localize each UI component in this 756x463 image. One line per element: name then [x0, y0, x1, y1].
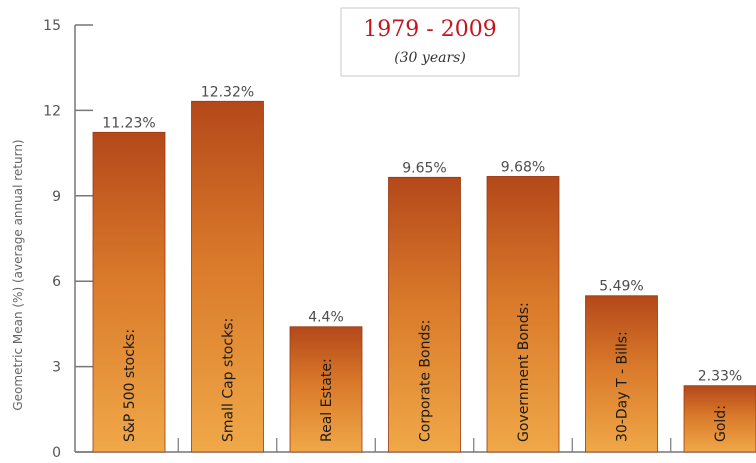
- bar-value-label: 4.4%: [308, 310, 344, 326]
- y-axis-ticks: 0 3 6 9 12 15: [43, 18, 93, 461]
- category-label: Gold:: [713, 405, 729, 442]
- chart-title: 1979 - 2009: [363, 17, 496, 42]
- y-tick-label: 15: [43, 18, 61, 34]
- bar: [486, 176, 560, 453]
- chart-subtitle: (30 years): [394, 50, 466, 66]
- bar-value-label: 12.32%: [201, 84, 254, 100]
- bar: [289, 326, 363, 453]
- y-tick-label: 12: [43, 103, 61, 119]
- category-label: Government Bonds:: [516, 302, 532, 442]
- bar: [92, 131, 166, 453]
- bar-value-label: 5.49%: [599, 279, 643, 295]
- bar-value-label: 9.65%: [402, 160, 446, 176]
- y-tick-label: 3: [52, 360, 61, 376]
- bar: [191, 100, 264, 453]
- y-tick-label: 0: [52, 445, 61, 459]
- y-tick-label: 6: [52, 274, 61, 290]
- bar: [388, 176, 461, 453]
- bar: [585, 295, 658, 453]
- bar-value-label: 2.33%: [698, 369, 742, 385]
- category-label: Small Cap stocks:: [221, 318, 237, 442]
- y-tick-label: 9: [52, 189, 61, 205]
- category-label: 30-Day T - Bills:: [615, 331, 631, 442]
- category-label: S&P 500 stocks:: [122, 329, 138, 442]
- y-axis-label: Geometric Mean (%) (average annual retur…: [11, 139, 25, 410]
- category-label: Corporate Bonds:: [418, 320, 434, 442]
- category-label: Real Estate:: [319, 358, 335, 442]
- bar: [683, 385, 756, 453]
- bar-value-label: 11.23%: [102, 115, 155, 131]
- bars-group: 11.23% S&P 500 stocks: 12.32% Small Cap sto…: [92, 84, 756, 453]
- title-box: 1979 - 2009 (30 years): [340, 7, 520, 77]
- bar-value-label: 9.68%: [501, 159, 545, 175]
